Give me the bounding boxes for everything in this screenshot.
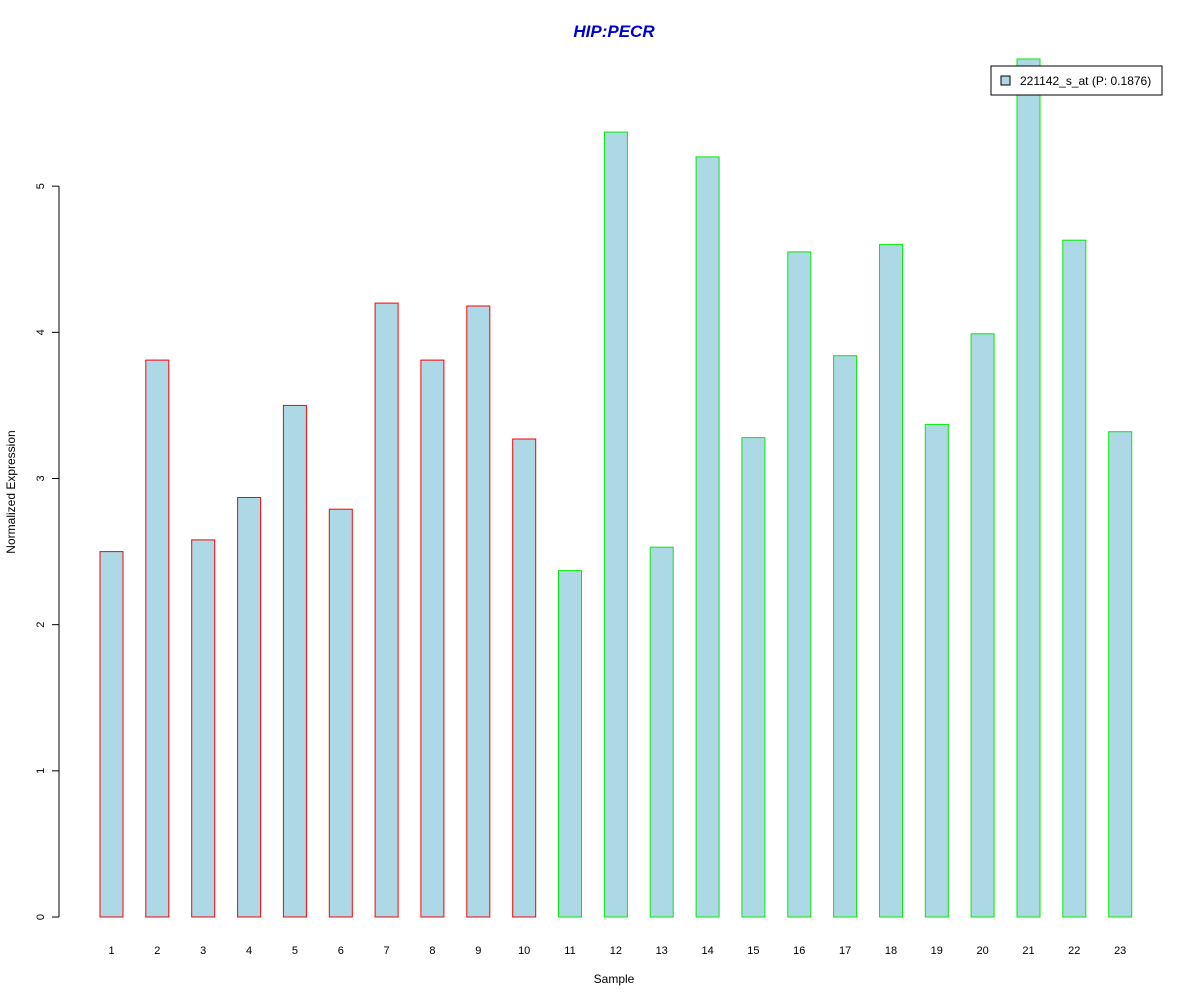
x-tick-label: 15 [747, 945, 759, 957]
bar-sample-1 [99, 551, 124, 918]
bar-sample-2 [145, 359, 170, 918]
y-tick-label: 2 [35, 622, 47, 628]
y-tick-label: 5 [35, 183, 47, 189]
legend: 221142_s_at (P: 0.1876) [990, 65, 1163, 96]
bar-sample-19 [924, 423, 949, 918]
legend-box [990, 65, 1163, 96]
x-tick-label: 21 [1022, 945, 1034, 957]
legend-swatch [1000, 75, 1011, 86]
bar-sample-10 [512, 438, 537, 918]
bar-sample-7 [374, 302, 399, 918]
bar-sample-4 [237, 497, 262, 918]
bar-sample-13 [649, 546, 674, 918]
bar-sample-8 [420, 359, 445, 918]
y-tick-label: 4 [35, 329, 47, 335]
x-tick-label: 2 [154, 945, 160, 957]
x-tick-label: 20 [976, 945, 988, 957]
x-tick-label: 6 [338, 945, 344, 957]
bar-sample-6 [328, 508, 353, 918]
x-tick-label: 9 [475, 945, 481, 957]
bar-sample-21 [1016, 58, 1041, 918]
bar-sample-18 [879, 244, 903, 918]
legend-label: 221142_s_at (P: 0.1876) [1020, 74, 1151, 88]
bar-sample-17 [833, 355, 858, 918]
bar-sample-14 [695, 156, 720, 918]
x-tick-label: 18 [885, 945, 897, 957]
x-tick-label: 16 [793, 945, 805, 957]
bar-sample-5 [282, 404, 307, 918]
bar-sample-15 [741, 437, 766, 918]
x-tick-label: 14 [701, 945, 713, 957]
x-tick-label: 5 [292, 945, 298, 957]
chart-title: HIP:PECR [573, 22, 655, 41]
x-axis-title: Sample [594, 972, 635, 986]
bar-sample-9 [466, 305, 491, 918]
x-tick-label: 11 [564, 945, 575, 957]
x-tick-label: 8 [429, 945, 435, 957]
bar-sample-3 [191, 539, 216, 918]
x-tick-label: 1 [108, 945, 114, 957]
bar-sample-16 [787, 251, 812, 918]
y-tick-label: 0 [35, 914, 47, 920]
bars-group [99, 58, 1133, 918]
bar-sample-23 [1108, 431, 1133, 918]
bar-sample-11 [558, 570, 582, 918]
x-tick-label: 19 [931, 945, 943, 957]
x-tick-label: 4 [246, 945, 252, 957]
x-tick-label: 22 [1068, 945, 1080, 957]
x-tick-label: 17 [839, 945, 851, 957]
x-tick-label: 23 [1114, 945, 1126, 957]
y-axis-title: Normalized Expression [4, 430, 18, 553]
y-tick-label: 3 [35, 475, 47, 481]
x-tick-label: 7 [384, 945, 390, 957]
y-tick-label: 1 [35, 768, 47, 774]
x-tick-label: 12 [610, 945, 622, 957]
y-axis: 0 1 2 3 4 5 [35, 183, 60, 920]
bar-sample-12 [603, 131, 628, 918]
bar-sample-22 [1062, 239, 1087, 918]
x-tick-label: 13 [656, 945, 668, 957]
x-tick-label: 3 [200, 945, 206, 957]
bar-sample-20 [970, 333, 995, 918]
x-tick-label: 10 [518, 945, 530, 957]
x-tick-labels: 1 2 3 4 5 6 7 8 9 10 11 12 13 14 15 16 17 18 19 20 21 22 23 [108, 945, 1126, 957]
